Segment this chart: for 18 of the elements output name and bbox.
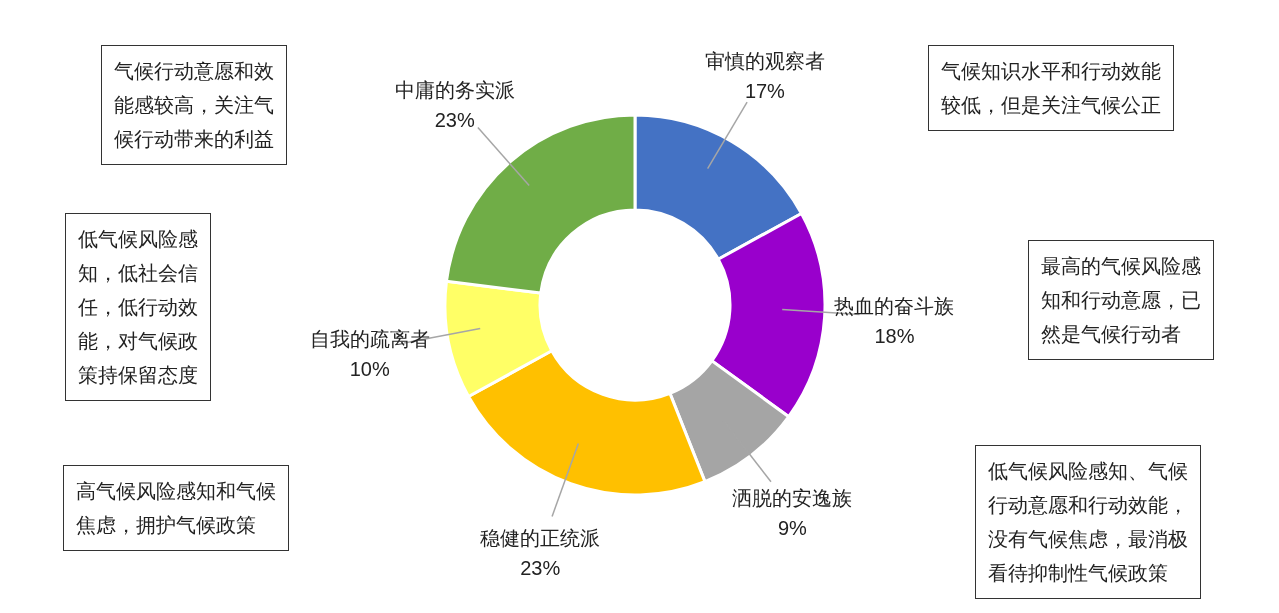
text: 高气候风险感知和气候焦虑，拥护气候政策	[63, 465, 289, 551]
slice-label: 自我的疏离者	[309, 327, 430, 350]
text: 低气候风险感知，低社会信任，低行动效能，对气候政策持保留态度	[65, 213, 211, 401]
text: 最高的气候风险感知和行动意愿，已然是气候行动者	[1028, 240, 1214, 360]
slice-label: 热血的奋斗族	[834, 294, 955, 317]
data-label: 18%	[874, 324, 915, 347]
data-label: 9%	[777, 517, 808, 540]
data-label: 23%	[520, 557, 561, 580]
data-label: 17%	[744, 79, 786, 102]
slice-label: 中庸的务实派	[394, 79, 515, 102]
slice-label: 洒脱的安逸族	[732, 487, 853, 510]
text: 气候知识水平和行动效能较低，但是关注气候公正	[928, 45, 1174, 131]
text: 气候行动意愿和效能感较高，关注气候行动带来的利益	[101, 45, 287, 165]
data-label: 23%	[434, 109, 475, 132]
slice-label: 审慎的观察者	[704, 49, 825, 72]
slice-label: 稳健的正统派	[480, 527, 601, 550]
data-label: 10%	[349, 357, 390, 380]
text: 低气候风险感知、气候行动意愿和行动效能，没有气候焦虑，最消极看待抑制性气候政策	[975, 445, 1201, 599]
